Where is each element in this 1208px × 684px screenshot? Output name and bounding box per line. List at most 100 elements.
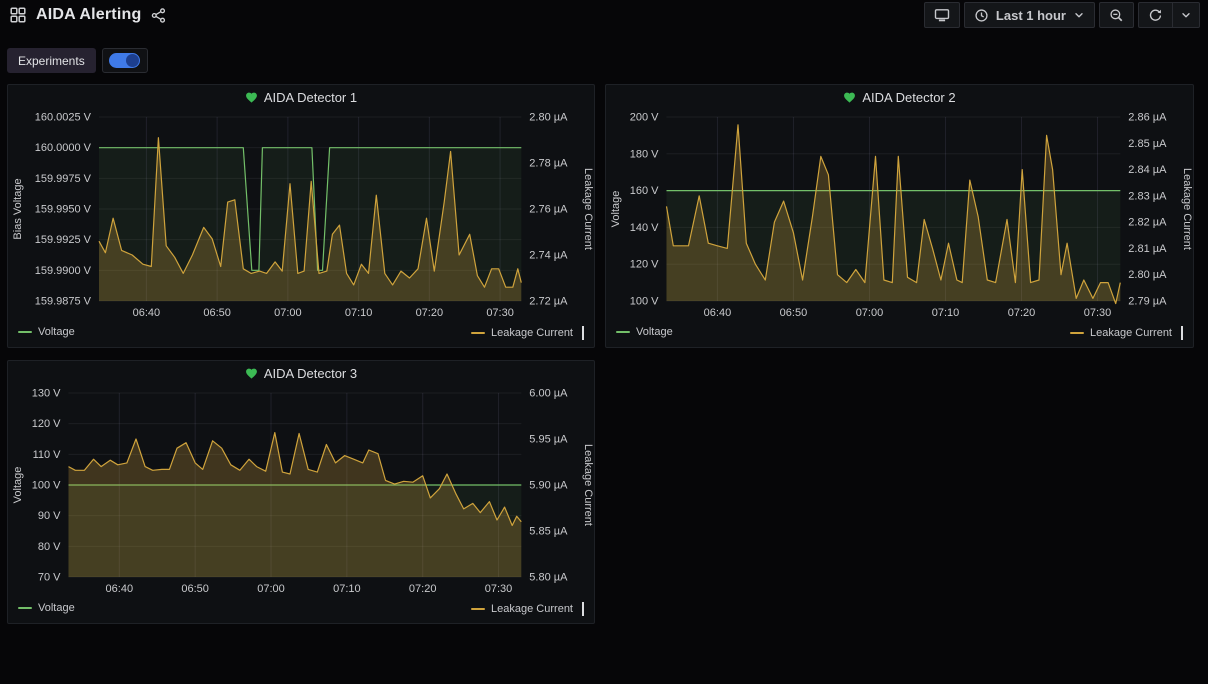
zoom-out-icon bbox=[1109, 8, 1124, 23]
right-axis-title: Leakage Current bbox=[1181, 168, 1193, 250]
dashboards-grid-icon[interactable] bbox=[10, 7, 26, 23]
panel-header[interactable]: AIDA Detector 2 bbox=[606, 85, 1193, 109]
svg-text:80 V: 80 V bbox=[38, 541, 61, 553]
legend-scrollbar[interactable] bbox=[582, 326, 584, 340]
svg-text:07:10: 07:10 bbox=[932, 307, 960, 319]
svg-text:06:40: 06:40 bbox=[704, 307, 732, 319]
left-axis-title: Voltage bbox=[610, 191, 622, 228]
svg-text:07:20: 07:20 bbox=[416, 307, 444, 319]
page-title: AIDA Alerting bbox=[36, 6, 142, 23]
time-range-label: Last 1 hour bbox=[995, 7, 1066, 23]
svg-text:159.9925 V: 159.9925 V bbox=[35, 234, 92, 246]
tv-mode-button[interactable] bbox=[923, 2, 960, 28]
svg-text:2.86 µA: 2.86 µA bbox=[1128, 112, 1167, 124]
legend-item-voltage[interactable]: Voltage bbox=[18, 602, 75, 614]
svg-text:2.80 µA: 2.80 µA bbox=[529, 112, 568, 124]
tv-icon bbox=[934, 7, 950, 23]
svg-text:07:10: 07:10 bbox=[333, 583, 361, 595]
svg-text:2.72 µA: 2.72 µA bbox=[529, 296, 568, 308]
svg-text:07:00: 07:00 bbox=[274, 307, 302, 319]
svg-text:120 V: 120 V bbox=[32, 418, 61, 430]
svg-text:06:50: 06:50 bbox=[203, 307, 231, 319]
refresh-group bbox=[1138, 2, 1200, 28]
legend-item-leakage-current[interactable]: Leakage Current bbox=[1070, 326, 1183, 340]
refresh-icon bbox=[1148, 8, 1163, 23]
legend-swatch bbox=[18, 331, 32, 333]
legend-swatch bbox=[1070, 332, 1085, 334]
clock-icon bbox=[974, 8, 989, 23]
legend-scrollbar[interactable] bbox=[582, 602, 584, 616]
zoom-out-button[interactable] bbox=[1099, 2, 1134, 28]
svg-text:07:00: 07:00 bbox=[257, 583, 285, 595]
svg-text:2.85 µA: 2.85 µA bbox=[1128, 138, 1167, 150]
alert-ok-heart-icon bbox=[843, 91, 856, 103]
legend-item-leakage-current[interactable]: Leakage Current bbox=[471, 326, 584, 340]
svg-text:110 V: 110 V bbox=[33, 449, 62, 461]
panel-legend: Voltage Leakage Current bbox=[8, 323, 594, 347]
svg-text:5.80 µA: 5.80 µA bbox=[529, 572, 568, 584]
refresh-interval-dropdown[interactable] bbox=[1173, 2, 1200, 28]
svg-text:159.9900 V: 159.9900 V bbox=[35, 265, 92, 277]
svg-text:100 V: 100 V bbox=[630, 296, 659, 308]
svg-text:5.90 µA: 5.90 µA bbox=[529, 480, 568, 492]
svg-text:07:10: 07:10 bbox=[345, 307, 373, 319]
left-axis-title: Bias Voltage bbox=[12, 178, 24, 239]
timeseries-plot[interactable]: 200 V 180 V 160 V 140 V 120 V 100 V 2.86 µA 2.8… bbox=[606, 109, 1193, 323]
svg-text:200 V: 200 V bbox=[630, 112, 659, 124]
svg-text:2.82 µA: 2.82 µA bbox=[1128, 217, 1167, 229]
dashboard-header: AIDA Alerting bbox=[0, 0, 1208, 30]
share-icon[interactable] bbox=[151, 7, 166, 23]
svg-text:2.76 µA: 2.76 µA bbox=[529, 204, 568, 216]
legend-item-voltage[interactable]: Voltage bbox=[616, 326, 673, 338]
toggle-knob bbox=[126, 54, 140, 67]
legend-label: Leakage Current bbox=[1090, 327, 1172, 339]
refresh-button[interactable] bbox=[1138, 2, 1173, 28]
panel-legend: Voltage Leakage Current bbox=[606, 323, 1193, 347]
svg-text:160.0000 V: 160.0000 V bbox=[35, 142, 92, 154]
time-range-picker[interactable]: Last 1 hour bbox=[963, 2, 1095, 28]
svg-text:07:30: 07:30 bbox=[486, 307, 514, 319]
svg-text:2.83 µA: 2.83 µA bbox=[1128, 190, 1167, 202]
panel-aida-detector-2: AIDA Detector 2 200 V 180 V 160 V 140 V 120 V… bbox=[605, 84, 1194, 348]
legend-item-voltage[interactable]: Voltage bbox=[18, 326, 75, 338]
legend-swatch bbox=[616, 331, 630, 333]
svg-text:5.85 µA: 5.85 µA bbox=[529, 526, 568, 538]
svg-text:2.84 µA: 2.84 µA bbox=[1128, 164, 1167, 176]
panel-header[interactable]: AIDA Detector 1 bbox=[8, 85, 594, 109]
legend-swatch bbox=[18, 607, 32, 609]
svg-text:120 V: 120 V bbox=[630, 259, 659, 271]
legend-label: Voltage bbox=[38, 602, 75, 614]
svg-text:07:00: 07:00 bbox=[856, 307, 884, 319]
svg-text:140 V: 140 V bbox=[630, 222, 659, 234]
svg-text:06:40: 06:40 bbox=[106, 583, 134, 595]
panel-aida-detector-3: AIDA Detector 3 130 V 120 V 110 V 100 V 90 V 8… bbox=[7, 360, 595, 624]
svg-text:2.78 µA: 2.78 µA bbox=[529, 158, 568, 170]
svg-text:07:30: 07:30 bbox=[485, 583, 513, 595]
dashboard-submenu: Experiments bbox=[7, 48, 148, 73]
right-axis-title: Leakage Current bbox=[582, 168, 594, 250]
svg-text:160 V: 160 V bbox=[630, 185, 659, 197]
legend-label: Leakage Current bbox=[491, 327, 573, 339]
legend-swatch bbox=[471, 332, 486, 334]
timeseries-plot[interactable]: 160.0025 V 160.0000 V 159.9975 V 159.9950 V… bbox=[8, 109, 594, 323]
svg-text:159.9975 V: 159.9975 V bbox=[35, 173, 92, 185]
svg-text:2.80 µA: 2.80 µA bbox=[1128, 269, 1167, 281]
chevron-down-icon bbox=[1073, 9, 1085, 21]
experiments-label: Experiments bbox=[7, 48, 96, 73]
svg-text:06:40: 06:40 bbox=[133, 307, 161, 319]
experiments-toggle[interactable] bbox=[101, 48, 148, 73]
legend-swatch bbox=[471, 608, 486, 610]
svg-text:2.81 µA: 2.81 µA bbox=[1128, 243, 1167, 255]
timeseries-plot[interactable]: 130 V 120 V 110 V 100 V 90 V 80 V 70 V 6.00 µA 5… bbox=[8, 385, 594, 599]
svg-text:6.00 µA: 6.00 µA bbox=[529, 388, 568, 400]
panel-header[interactable]: AIDA Detector 3 bbox=[8, 361, 594, 385]
legend-item-leakage-current[interactable]: Leakage Current bbox=[471, 602, 584, 616]
svg-text:2.79 µA: 2.79 µA bbox=[1128, 296, 1167, 308]
svg-text:07:20: 07:20 bbox=[1008, 307, 1036, 319]
svg-text:06:50: 06:50 bbox=[780, 307, 808, 319]
legend-scrollbar[interactable] bbox=[1181, 326, 1183, 340]
svg-text:130 V: 130 V bbox=[32, 388, 61, 400]
svg-text:159.9950 V: 159.9950 V bbox=[35, 204, 92, 216]
legend-label: Leakage Current bbox=[491, 603, 573, 615]
